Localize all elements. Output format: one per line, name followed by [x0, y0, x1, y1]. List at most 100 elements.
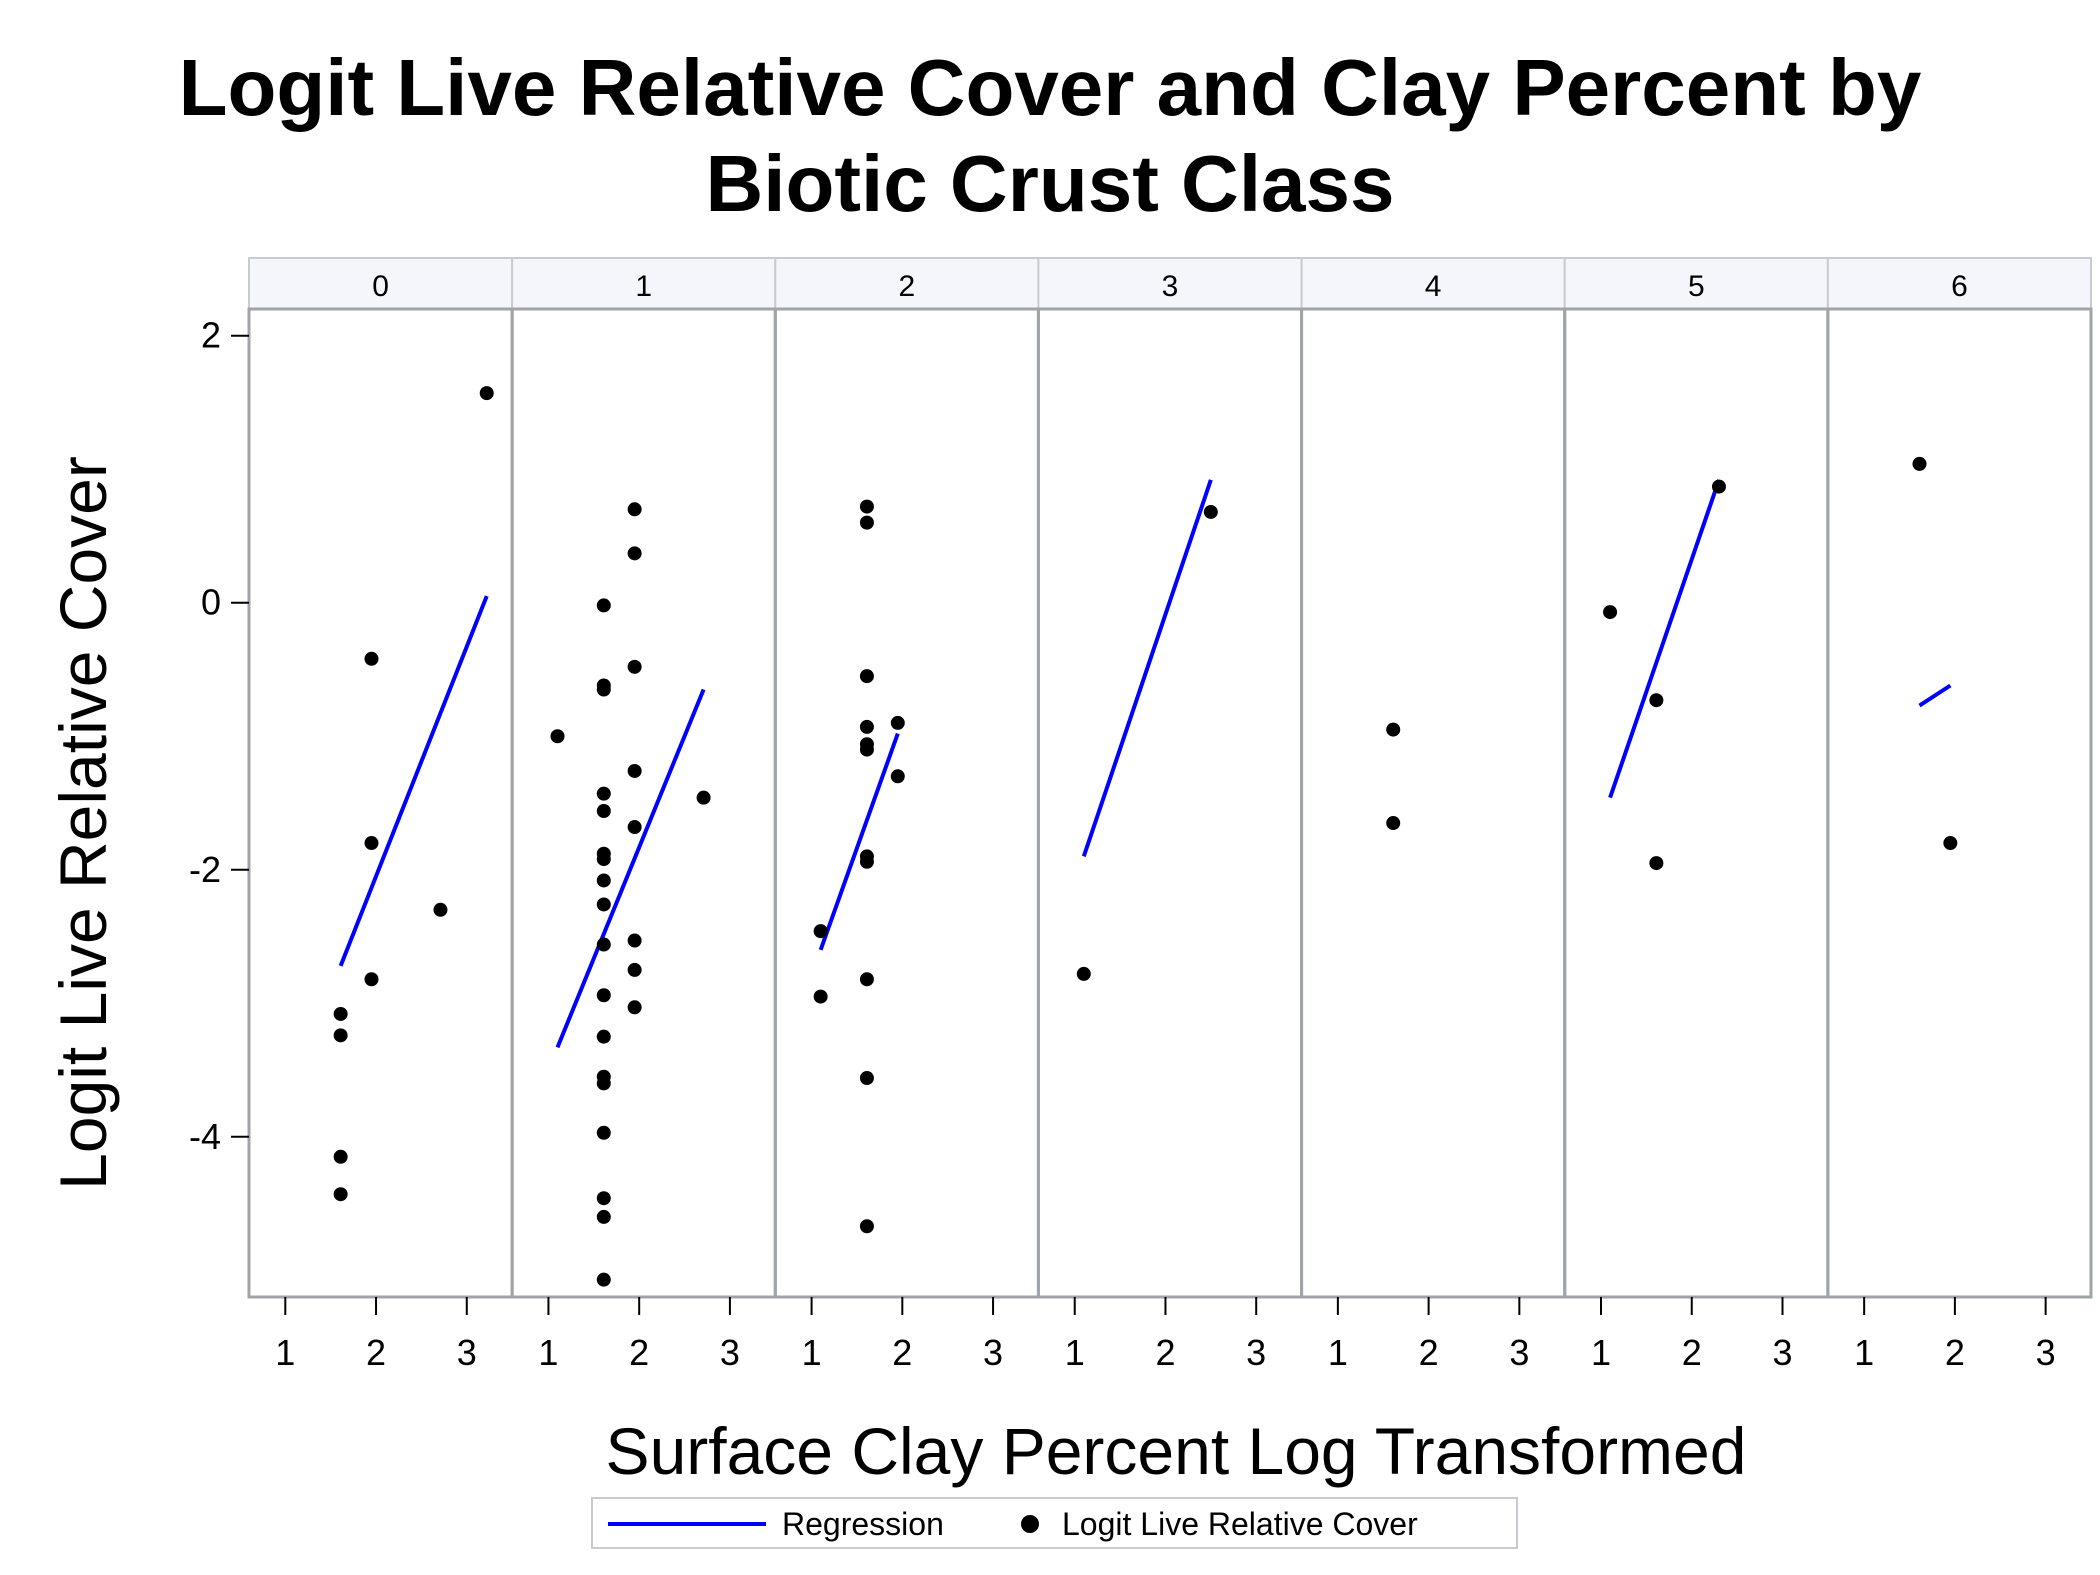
data-point: [1711, 479, 1726, 494]
data-point: [627, 659, 642, 674]
panel-frame-0: [247, 307, 514, 1299]
y-axis-title: Logit Live Relative Cover: [46, 456, 120, 1190]
panel-label-5: 5: [1688, 270, 1705, 303]
x-tick-label: 3: [1246, 1332, 1266, 1373]
panel-header-4: [1300, 257, 1566, 310]
x-tick-label: 1: [802, 1332, 822, 1373]
legend-label-regression: Regression: [782, 1506, 944, 1542]
x-tick-label: 1: [1065, 1332, 1085, 1373]
data-point: [813, 924, 828, 939]
data-point: [859, 515, 874, 530]
x-tick-label: 3: [983, 1332, 1003, 1373]
data-point: [1076, 966, 1091, 981]
panel-6: 6 1 2 3: [1826, 257, 2093, 1373]
data-point: [596, 1209, 611, 1224]
data-point: [433, 902, 448, 917]
regression-line-0: [338, 595, 489, 967]
data-point: [596, 1076, 611, 1091]
x-tick-label: 3: [457, 1332, 477, 1373]
panel-3: 3 1 2 3: [1036, 257, 1304, 1373]
data-point: [859, 972, 874, 987]
data-point: [890, 769, 905, 784]
regression-line-2: [818, 732, 900, 951]
x-tick-label: 3: [720, 1332, 740, 1373]
x-tick-label: 2: [1155, 1332, 1175, 1373]
panel-label-2: 2: [899, 270, 916, 303]
regression-line-6: [1918, 683, 1952, 708]
panel-label-1: 1: [635, 270, 652, 303]
x-tick-label: 2: [1682, 1332, 1702, 1373]
data-point: [1386, 816, 1401, 831]
data-point: [627, 820, 642, 835]
data-point: [364, 836, 379, 851]
panel-frame-2: [773, 307, 1040, 1299]
regression-line-5: [1608, 479, 1721, 799]
legend: Regression Logit Live Relative Cover: [591, 1497, 1518, 1549]
panel-label-4: 4: [1425, 270, 1442, 303]
x-tick-label: 1: [538, 1332, 558, 1373]
x-tick-label: 1: [1854, 1332, 1874, 1373]
data-point: [596, 1125, 611, 1140]
data-point: [627, 962, 642, 977]
y-tick-label: 0: [201, 582, 221, 623]
data-point: [627, 933, 642, 948]
data-point: [859, 742, 874, 757]
legend-dot-swatch: [1021, 1515, 1039, 1533]
data-point: [596, 786, 611, 801]
data-point: [1603, 605, 1618, 620]
panel-label-3: 3: [1162, 270, 1179, 303]
data-point: [859, 1071, 874, 1086]
data-point: [596, 937, 611, 952]
data-point: [364, 972, 379, 987]
data-point: [859, 1219, 874, 1234]
panel-frame-4: [1300, 307, 1567, 1299]
panel-label-0: 0: [372, 270, 389, 303]
data-point: [627, 763, 642, 778]
data-point: [1649, 693, 1664, 708]
x-axis-title: Surface Clay Percent Log Transformed: [606, 1414, 1747, 1488]
panel-5: 5 1 2 3: [1563, 257, 1830, 1373]
data-point: [859, 499, 874, 514]
data-point: [1649, 856, 1664, 871]
data-point: [596, 1029, 611, 1044]
x-tick-label: 2: [366, 1332, 386, 1373]
panel-1: 1 1 2 3: [510, 257, 777, 1373]
data-point: [596, 873, 611, 888]
data-point: [550, 729, 565, 744]
chart-title-line-1: Logit Live Relative Cover and Clay Perce…: [178, 43, 1922, 132]
data-point: [596, 988, 611, 1003]
data-point: [596, 682, 611, 697]
data-point: [890, 715, 905, 730]
regression-line-1: [555, 688, 706, 1049]
data-point: [596, 852, 611, 867]
data-point: [333, 1187, 348, 1202]
data-point: [333, 1149, 348, 1164]
data-point: [1203, 504, 1218, 519]
y-tick-label: 2: [201, 315, 221, 356]
x-tick-label: 3: [1772, 1332, 1792, 1373]
data-point: [696, 790, 711, 805]
x-tick-label: 2: [892, 1332, 912, 1373]
panel-header-5: [1563, 257, 1829, 310]
legend-label-points: Logit Live Relative Cover: [1062, 1506, 1418, 1542]
chart-title: Logit Live Relative Cover and Clay Perce…: [0, 40, 2100, 232]
data-point: [596, 1272, 611, 1287]
y-tick-label: -2: [189, 849, 221, 890]
panel-header-6: [1826, 257, 2093, 310]
data-point: [596, 804, 611, 819]
data-point: [1943, 836, 1958, 851]
panel-header-2: [774, 257, 1040, 310]
x-tick-label: 3: [1509, 1332, 1529, 1373]
data-point: [596, 598, 611, 613]
data-point: [859, 669, 874, 684]
x-tick-label: 1: [1591, 1332, 1611, 1373]
data-point: [859, 854, 874, 869]
panel-header-3: [1037, 257, 1303, 310]
panel-label-6: 6: [1951, 270, 1968, 303]
regression-line-3: [1081, 479, 1213, 858]
data-point: [333, 1006, 348, 1021]
panel-2: 2 1 2 3: [773, 257, 1040, 1373]
data-point: [333, 1028, 348, 1043]
data-point: [627, 1000, 642, 1015]
